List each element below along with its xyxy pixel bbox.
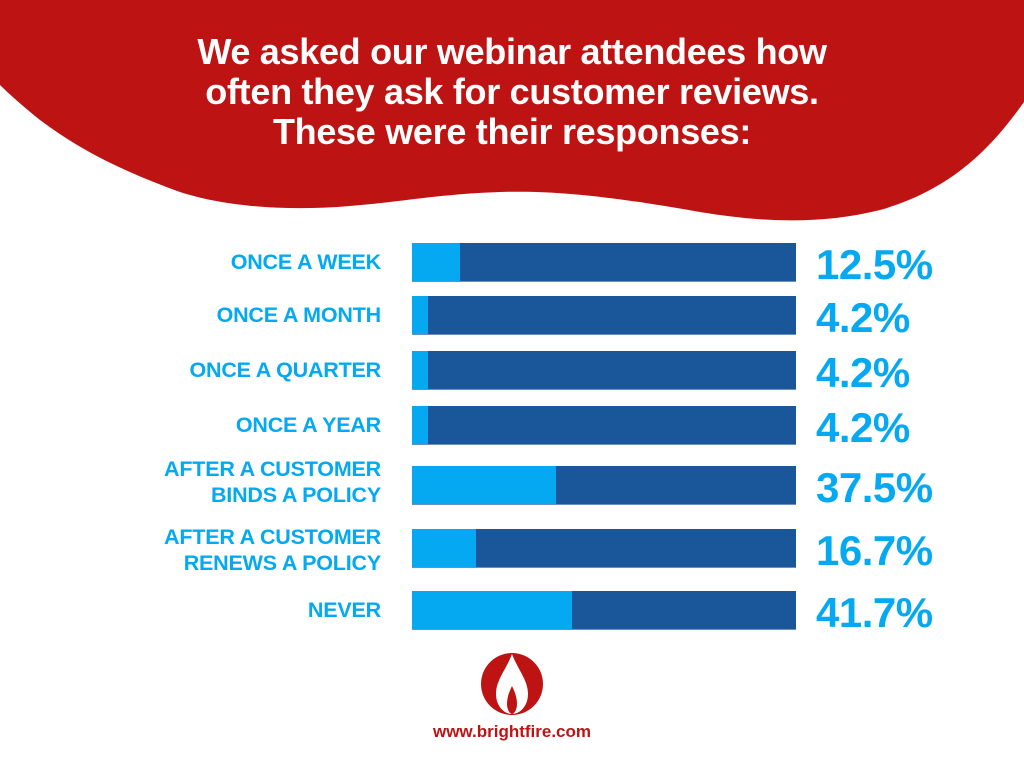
value-label: 4.2% <box>816 404 910 451</box>
bar-fill <box>412 406 429 444</box>
bar-fill <box>412 466 556 504</box>
value-label: 12.5% <box>816 241 933 288</box>
page-title: We asked our webinar attendees how often… <box>0 32 1024 152</box>
bar-track <box>412 591 796 630</box>
bar-track <box>412 529 796 568</box>
value-label: 4.2% <box>816 294 910 341</box>
website-link[interactable]: www.brightfire.com <box>432 722 592 741</box>
bar-fill <box>412 351 429 389</box>
bar-fill <box>412 529 477 567</box>
bar-fill <box>412 591 573 629</box>
value-label: 41.7% <box>816 589 933 636</box>
row-label: NEVER <box>307 598 381 622</box>
row-label: ONCE A YEAR <box>235 413 381 437</box>
value-label: 37.5% <box>816 464 933 511</box>
row-label: ONCE A WEEK <box>230 250 381 274</box>
title-line-1: We asked our webinar attendees how <box>197 31 827 72</box>
bar-track <box>412 243 796 282</box>
value-label: 4.2% <box>816 349 910 396</box>
flame-logo-icon <box>481 653 543 715</box>
bar-track <box>412 466 796 505</box>
title-line-3: These were their responses: <box>272 111 752 152</box>
bar-track <box>412 351 796 390</box>
row-label: ONCE A QUARTER <box>189 358 382 382</box>
row-label: AFTER A CUSTOMER BINDS A POLICY <box>164 457 381 507</box>
row-label: ONCE A MONTH <box>216 303 382 327</box>
bar-track <box>412 296 796 335</box>
bar-track <box>412 406 796 445</box>
bar-fill <box>412 243 460 281</box>
row-label: AFTER A CUSTOMER RENEWS A POLICY <box>164 525 381 575</box>
header-wave-background <box>0 0 1024 221</box>
title-line-2: often they ask for customer reviews. <box>205 71 819 112</box>
bar-fill <box>412 296 429 334</box>
value-label: 16.7% <box>816 527 933 574</box>
